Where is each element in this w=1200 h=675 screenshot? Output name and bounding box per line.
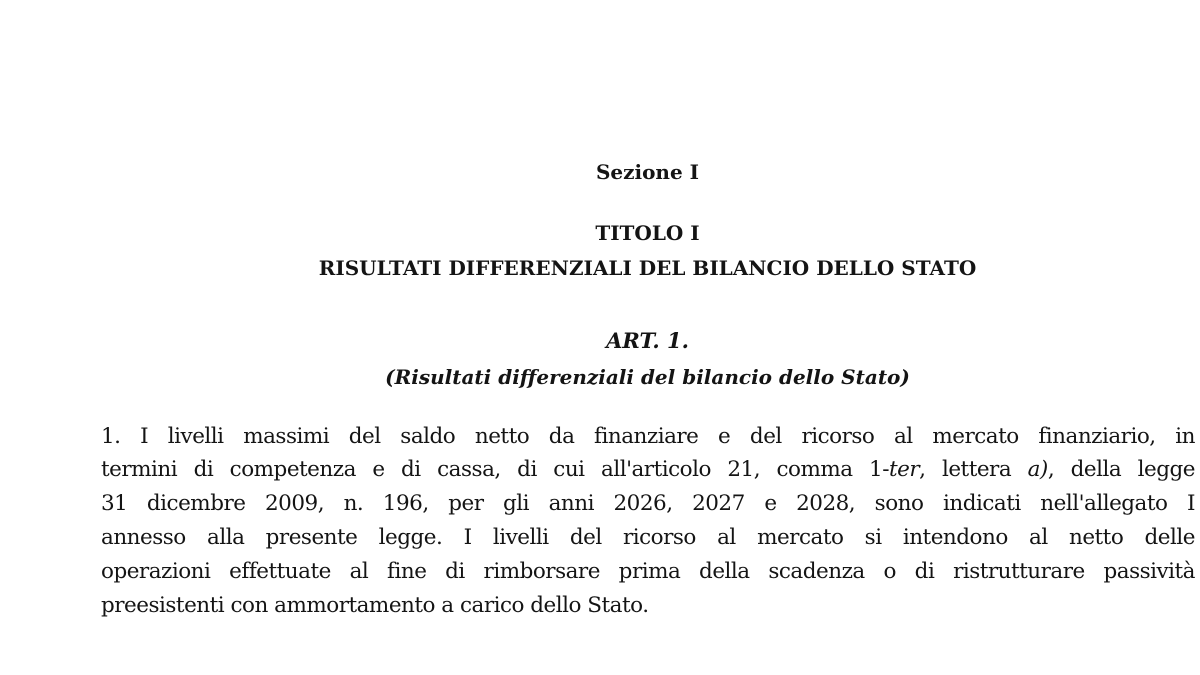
paragraph-line: operazioni effettuate al fine di rimbors… <box>101 559 1196 584</box>
paragraph-line: 31 dicembre 2009, n. 196, per gli anni 2… <box>101 491 1196 516</box>
article-heading: (Risultati differenziali del bilancio de… <box>385 365 910 389</box>
italic-text: a) <box>1027 457 1049 482</box>
paragraph-line: 1. I livelli massimi del saldo netto da … <box>101 424 1196 449</box>
text: , lettera <box>919 457 1028 482</box>
text: termini di competenza e di cassa, di cui… <box>101 457 890 482</box>
title-heading: TITOLO I <box>595 221 700 245</box>
italic-text: ter <box>889 457 920 482</box>
paragraph-line: preesistenti con ammortamento a carico d… <box>101 593 649 618</box>
article-number: ART. 1. <box>606 328 689 353</box>
paragraph-line: annesso alla presente legge. I livelli d… <box>101 525 1196 550</box>
title-subtitle: RISULTATI DIFFERENZIALI DEL BILANCIO DEL… <box>318 256 977 280</box>
text: , della legge <box>1047 457 1196 482</box>
section-heading: Sezione I <box>595 160 700 184</box>
paragraph-line: termini di competenza e di cassa, di cui… <box>101 457 1196 482</box>
